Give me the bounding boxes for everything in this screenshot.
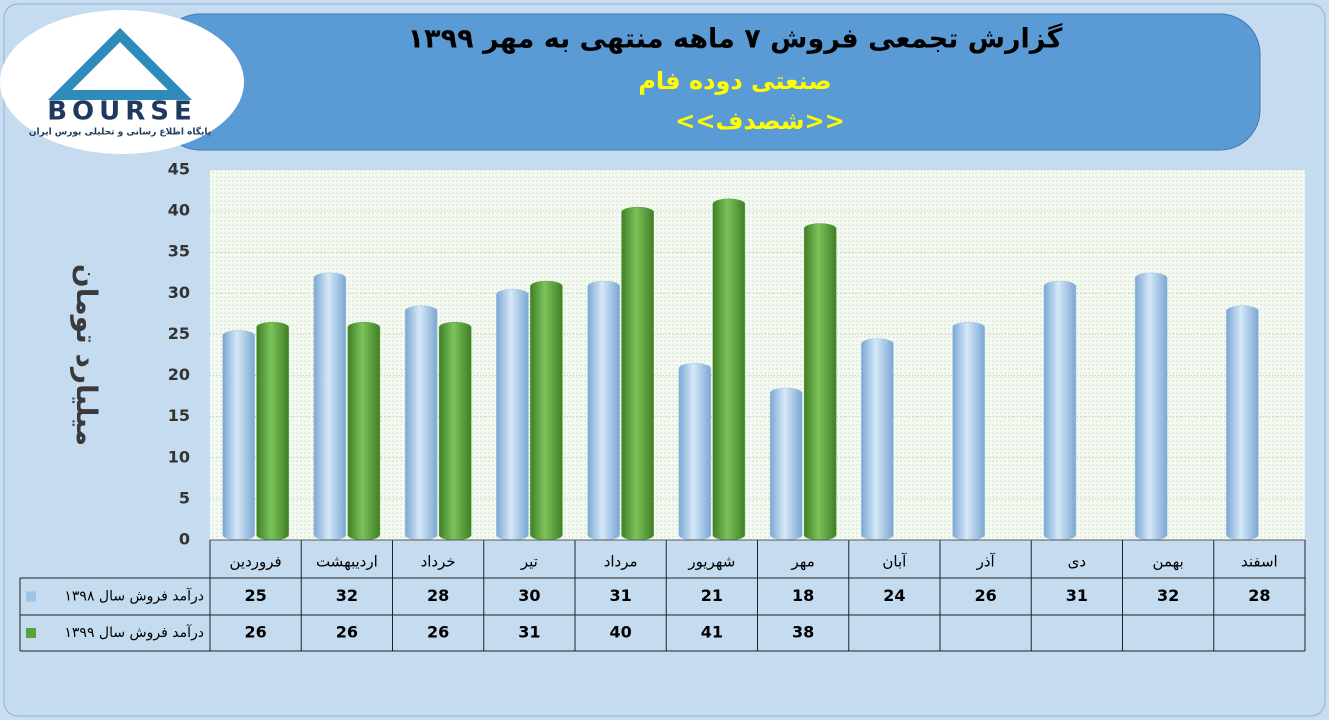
- bar: [1043, 280, 1077, 541]
- bar: [1134, 272, 1168, 541]
- chart-title: گزارش تجمعی فروش ۷ ماهه منتهی به مهر ۱۳۹…: [408, 23, 1063, 55]
- bar: [222, 330, 255, 541]
- y-tick-label: 45: [168, 160, 190, 179]
- logo-name: BOURSE: [47, 97, 197, 127]
- table-value: 30: [518, 586, 540, 605]
- table-value: 21: [701, 586, 723, 605]
- y-axis-label: میلیارد تومان: [70, 264, 103, 446]
- logo-tagline: پایگاه اطلاع رسانی و تحلیلی بورس ایران: [29, 126, 211, 138]
- table-value: 18: [792, 586, 814, 605]
- table-value: 24: [883, 586, 905, 605]
- x-tick-label: فروردین: [230, 553, 282, 571]
- legend-swatch: [26, 591, 36, 602]
- bar: [438, 321, 472, 541]
- bar: [769, 387, 803, 541]
- legend-swatch: [26, 628, 36, 638]
- y-tick-label: 5: [179, 488, 190, 507]
- bar: [712, 198, 746, 541]
- y-tick-label: 40: [168, 201, 190, 220]
- x-tick-label: آذر: [976, 553, 996, 571]
- y-tick-label: 20: [168, 365, 190, 384]
- legend-label: درآمد فروش سال ۱۳۹۸: [64, 588, 204, 605]
- table-value: 32: [1157, 586, 1179, 605]
- y-tick-label: 10: [168, 447, 190, 466]
- chart-subtitle: صنعتی دوده فام: [638, 67, 831, 95]
- bar: [496, 289, 529, 541]
- table-value: 26: [974, 586, 996, 605]
- x-tick-label: اسفند: [1241, 553, 1278, 571]
- table-value: 26: [244, 623, 266, 642]
- table-value: 32: [336, 586, 358, 605]
- bar: [1226, 305, 1259, 541]
- logo-background: [0, 10, 244, 154]
- x-tick-label: دی: [1068, 553, 1086, 571]
- bar: [678, 363, 712, 541]
- table-value: 26: [336, 623, 358, 642]
- bar: [952, 321, 985, 541]
- table-value: 26: [427, 623, 449, 642]
- bar: [256, 321, 289, 541]
- x-tick-label: شهریور: [687, 553, 735, 571]
- x-tick-label: بهمن: [1153, 553, 1184, 571]
- table-value: 28: [1248, 586, 1270, 605]
- x-tick-label: مهر: [791, 553, 815, 571]
- bar: [803, 223, 837, 541]
- table-value: 31: [609, 586, 631, 605]
- table-value: 41: [701, 623, 723, 642]
- bar: [313, 272, 347, 541]
- x-tick-label: اردیبهشت: [316, 553, 378, 571]
- legend-label: درآمد فروش سال ۱۳۹۹: [64, 624, 204, 641]
- logo-mark: [47, 27, 193, 100]
- bar: [404, 305, 438, 541]
- bar: [587, 280, 620, 541]
- table-value: 31: [518, 623, 540, 642]
- table-value: 38: [792, 623, 814, 642]
- y-tick-label: 35: [168, 242, 190, 261]
- x-tick-label: تیر: [520, 553, 538, 571]
- table-value: 40: [609, 623, 631, 642]
- x-tick-label: خرداد: [421, 553, 456, 571]
- bar: [621, 206, 654, 541]
- table-value: 25: [244, 586, 266, 605]
- table-value: 28: [427, 586, 449, 605]
- x-tick-label: مرداد: [604, 553, 638, 571]
- y-tick-label: 30: [168, 283, 190, 302]
- y-tick-label: 15: [168, 406, 190, 425]
- y-tick-label: 25: [168, 324, 190, 343]
- x-tick-label: آبان: [882, 553, 907, 571]
- chart-subtitle: <<شصدف>>: [675, 107, 844, 135]
- bar: [530, 280, 563, 541]
- table-value: 31: [1066, 586, 1088, 605]
- y-tick-label: 0: [179, 530, 190, 549]
- bar: [861, 338, 894, 541]
- bar: [347, 321, 381, 541]
- plot-area: [210, 170, 1305, 540]
